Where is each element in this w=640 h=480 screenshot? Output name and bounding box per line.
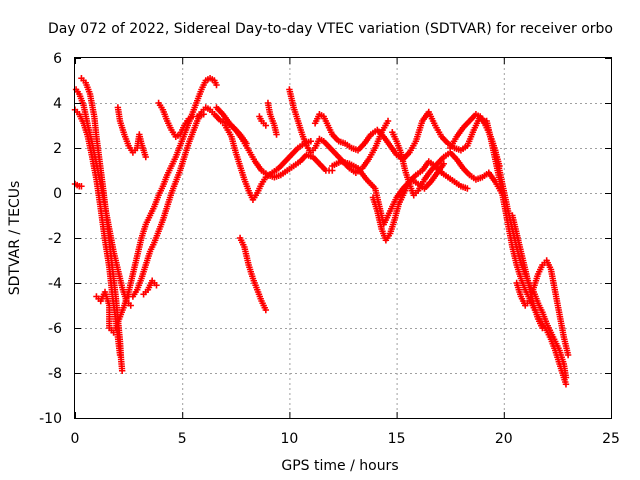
plot-frame — [74, 57, 612, 419]
data-point — [262, 306, 270, 314]
y-tick-label: -2 — [48, 231, 62, 247]
y-tick-label: 2 — [53, 141, 62, 157]
data-point — [142, 153, 149, 161]
data-point — [262, 122, 270, 129]
data-point — [118, 367, 126, 374]
series-track-s — [369, 160, 447, 244]
series-track-m — [236, 234, 270, 314]
data-point — [440, 160, 447, 167]
data-point — [307, 138, 315, 145]
x-tick-label: 10 — [280, 431, 298, 447]
y-tick-label: 6 — [53, 51, 62, 67]
series-track-n — [256, 113, 270, 129]
y-tick-label: -4 — [48, 276, 62, 292]
series-track-i — [114, 104, 149, 161]
x-tick-label: 5 — [178, 431, 187, 447]
y-tick-label: -10 — [39, 411, 62, 427]
series-track-f — [112, 75, 220, 332]
x-axis-label: GPS time / hours — [281, 458, 398, 474]
data-point — [153, 282, 160, 289]
data-point — [78, 183, 85, 190]
axis-ticks — [75, 58, 612, 419]
x-tick-labels: 0 5 10 15 20 25 — [71, 431, 620, 447]
data-point — [384, 117, 392, 125]
data-point — [273, 131, 280, 138]
series-track-l — [221, 122, 315, 203]
y-tick-labels: -10 -8 -6 -4 -2 0 2 4 6 — [39, 51, 62, 427]
series-track-x — [509, 212, 546, 332]
data-marks — [71, 75, 572, 388]
y-tick-label: 0 — [53, 186, 62, 202]
y-tick-label: 4 — [53, 96, 62, 112]
chart-title: Day 072 of 2022, Sidereal Day-to-day VTE… — [48, 21, 613, 37]
series-track-w — [513, 257, 572, 359]
x-tick-label: 15 — [388, 431, 406, 447]
data-point — [200, 111, 207, 118]
data-point — [564, 351, 572, 359]
data-point — [562, 381, 570, 388]
data-point — [127, 302, 134, 309]
series-track-o — [264, 99, 280, 138]
data-point — [110, 329, 117, 336]
y-axis-label: SDTVAR / TECUs — [7, 181, 23, 296]
data-point — [464, 185, 471, 192]
data-point — [116, 351, 124, 359]
series-track-e — [93, 288, 117, 336]
x-tick-label: 0 — [71, 431, 80, 447]
x-tick-label: 20 — [495, 431, 513, 447]
data-point — [539, 324, 546, 332]
data-point — [213, 81, 220, 89]
x-tick-label: 25 — [602, 431, 620, 447]
y-tick-label: -8 — [48, 366, 62, 382]
series-track-j — [155, 99, 207, 140]
series-track-h — [140, 277, 160, 298]
y-tick-label: -6 — [48, 321, 62, 337]
